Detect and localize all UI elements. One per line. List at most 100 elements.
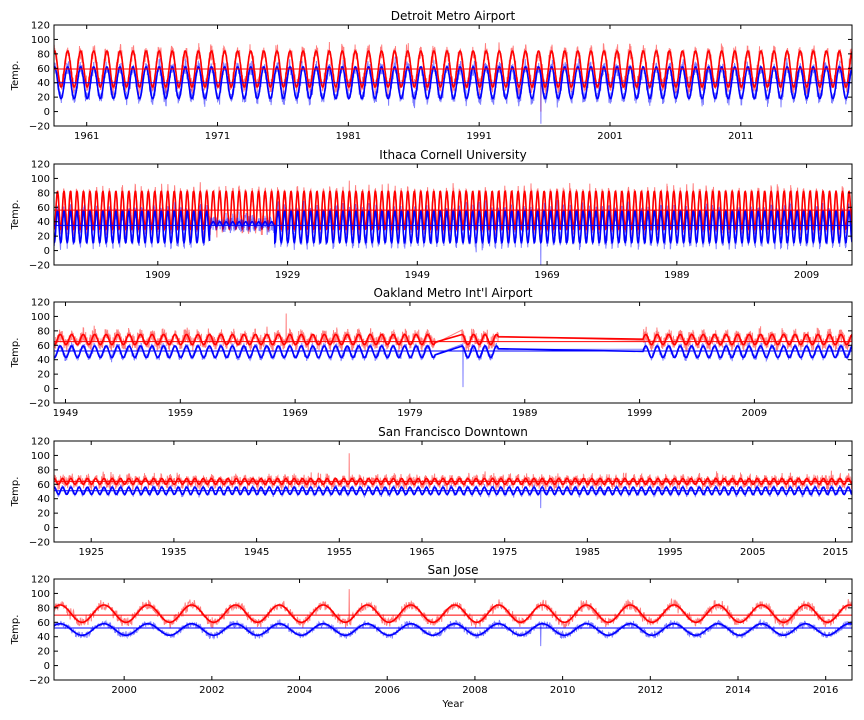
plot-area [54, 41, 852, 124]
y-tick-label: 40 [37, 632, 50, 643]
y-tick-label: 40 [37, 217, 50, 228]
y-tick-label: 80 [37, 49, 50, 60]
x-axis-label: Year [441, 699, 464, 710]
y-axis-label: Temp. [10, 615, 21, 646]
x-tick-label: 1961 [74, 131, 99, 142]
x-tick-label: 1949 [53, 408, 78, 419]
y-tick-label: 0 [44, 384, 50, 395]
x-tick-label: 1985 [575, 547, 600, 558]
y-tick-label: 60 [37, 64, 50, 75]
x-tick-label: 1995 [657, 547, 682, 558]
x-tick-label: 1981 [336, 131, 361, 142]
chart-title: San Francisco Downtown [378, 425, 528, 439]
y-tick-label: 0 [44, 107, 50, 118]
y-tick-label: −20 [29, 399, 50, 410]
plot-area [54, 180, 852, 265]
plot-area [54, 453, 852, 509]
y-tick-label: 0 [44, 523, 50, 534]
y-tick-label: 120 [31, 21, 50, 32]
x-tick-label: 1929 [275, 270, 300, 281]
x-tick-label: 1959 [168, 408, 193, 419]
x-tick-label: 2016 [813, 685, 838, 696]
y-tick-label: 20 [37, 509, 50, 520]
y-tick-label: 80 [37, 603, 50, 614]
x-tick-label: 1925 [78, 547, 103, 558]
series-high-smoothed-line [54, 604, 852, 624]
y-tick-label: 120 [31, 575, 50, 586]
y-tick-label: 100 [31, 451, 50, 462]
chart-panel-4: −20 0 20 40 60 80 100 120 2000 2002 2004 2006 2008 20… [10, 563, 853, 710]
y-tick-label: 120 [31, 160, 50, 171]
series-low-smoothed-line [54, 66, 852, 100]
axes-frame [53, 163, 853, 266]
x-tick-label: 2001 [597, 131, 622, 142]
x-tick-label: 2014 [725, 685, 750, 696]
x-tick-label: 2011 [728, 131, 753, 142]
y-tick-label: 20 [37, 93, 50, 104]
plot-area [54, 313, 852, 388]
y-tick-label: 40 [37, 78, 50, 89]
y-tick-label: 60 [37, 341, 50, 352]
x-tick-label: 1991 [466, 131, 491, 142]
series-high-smoothed-line [54, 50, 852, 88]
y-tick-label: 40 [37, 494, 50, 505]
x-tick-label: 2004 [287, 685, 312, 696]
x-tick-label: 2006 [375, 685, 400, 696]
y-tick-label: 120 [31, 298, 50, 309]
chart-panel-0: −20 0 20 40 60 80 100 120 1961 1971 1981 1991 2001 20… [10, 9, 853, 142]
chart-panel-1: −20 0 20 40 60 80 100 120 1909 1929 1949 1969 1989 20… [10, 148, 853, 281]
y-tick-label: 100 [31, 589, 50, 600]
y-tick-label: −20 [29, 261, 50, 272]
chart-title: San Jose [428, 563, 479, 577]
y-axis-label: Temp. [10, 61, 21, 92]
x-tick-label: 1975 [492, 547, 517, 558]
chart-title: Ithaca Cornell University [379, 148, 526, 162]
y-tick-label: 20 [37, 370, 50, 381]
x-tick-label: 1971 [205, 131, 230, 142]
series-low-smoothed-line [54, 209, 852, 245]
x-tick-label: 1989 [664, 270, 689, 281]
x-tick-label: 2005 [740, 547, 765, 558]
y-tick-label: 80 [37, 188, 50, 199]
axes-frame [53, 301, 853, 404]
x-tick-label: 2012 [638, 685, 663, 696]
y-tick-label: 20 [37, 647, 50, 658]
x-tick-label: 1979 [397, 408, 422, 419]
x-tick-label: 2009 [742, 408, 767, 419]
plot-area [54, 589, 852, 647]
y-tick-label: 0 [44, 661, 50, 672]
y-tick-label: 0 [44, 246, 50, 257]
y-tick-label: 100 [31, 35, 50, 46]
x-tick-label: 1969 [282, 408, 307, 419]
chart-panel-2: −20 0 20 40 60 80 100 120 1949 1959 1969 1979 1989 19… [10, 286, 853, 419]
x-tick-label: 1909 [145, 270, 170, 281]
y-axis-label: Temp. [10, 477, 21, 508]
y-tick-label: 100 [31, 312, 50, 323]
x-tick-label: 2000 [111, 685, 136, 696]
y-tick-label: −20 [29, 676, 50, 687]
y-tick-label: 20 [37, 232, 50, 243]
axes-frame [53, 24, 853, 127]
x-tick-label: 2015 [823, 547, 848, 558]
axes-frame [53, 440, 853, 543]
x-tick-label: 1955 [327, 547, 352, 558]
series-high-smoothed-line [54, 333, 852, 346]
y-axis-label: Temp. [10, 200, 21, 231]
y-tick-label: 60 [37, 203, 50, 214]
x-tick-label: 1969 [534, 270, 559, 281]
x-tick-label: 2008 [462, 685, 487, 696]
x-tick-label: 2002 [199, 685, 224, 696]
x-tick-label: 1935 [161, 547, 186, 558]
y-tick-label: 60 [37, 480, 50, 491]
y-tick-label: 80 [37, 326, 50, 337]
y-tick-label: 80 [37, 465, 50, 476]
chart-title: Oakland Metro Int'l Airport [373, 286, 532, 300]
y-tick-label: 100 [31, 174, 50, 185]
series-high-daily-line [54, 453, 852, 492]
chart-panel-3: −20 0 20 40 60 80 100 120 1925 1935 1945 1955 1965 19… [10, 425, 853, 558]
y-tick-label: 40 [37, 355, 50, 366]
y-tick-label: −20 [29, 122, 50, 133]
x-tick-label: 2010 [550, 685, 575, 696]
series-high-smoothed-line [54, 477, 852, 486]
